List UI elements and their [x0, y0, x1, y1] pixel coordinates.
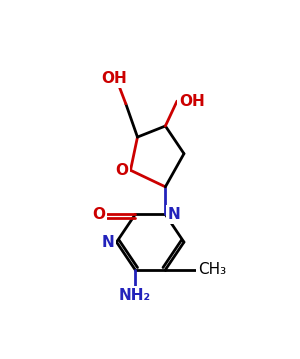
Text: O: O: [115, 163, 128, 178]
Text: OH: OH: [179, 94, 205, 109]
Text: CH₃: CH₃: [198, 262, 226, 277]
Text: NH₂: NH₂: [119, 288, 151, 303]
Text: N: N: [101, 235, 114, 250]
Text: O: O: [92, 207, 105, 222]
Text: N: N: [168, 207, 181, 222]
Text: OH: OH: [101, 71, 127, 86]
